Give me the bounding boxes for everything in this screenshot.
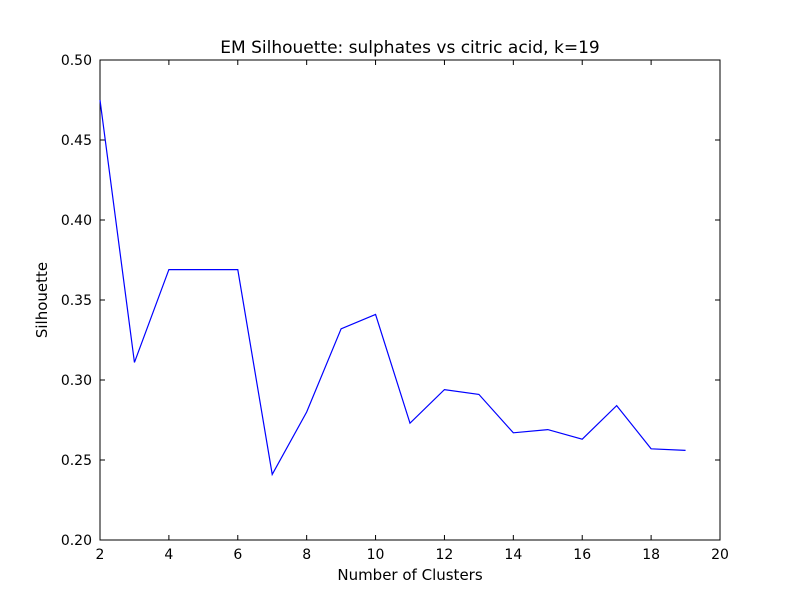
y-tick-label: 0.45 bbox=[61, 133, 92, 149]
y-tick-label: 0.30 bbox=[61, 373, 92, 389]
y-tick-label: 0.20 bbox=[61, 533, 92, 549]
y-axis: 0.20 0.25 0.30 0.35 0.40 0.45 0.50 bbox=[61, 53, 720, 549]
x-tick-label: 18 bbox=[642, 547, 660, 563]
x-tick-label: 16 bbox=[573, 547, 591, 563]
y-tick-label: 0.25 bbox=[61, 453, 92, 469]
x-tick-label: 12 bbox=[436, 547, 454, 563]
chart-title: EM Silhouette: sulphates vs citric acid,… bbox=[220, 38, 599, 58]
series-line bbox=[99, 99, 686, 477]
x-tick-label: 4 bbox=[164, 547, 173, 563]
x-axis-label: Number of Clusters bbox=[337, 566, 482, 584]
y-tick-label: 0.35 bbox=[61, 293, 92, 309]
plot-area: 2 4 6 8 10 12 14 16 18 20 0.20 0.25 0.30 0.35 0.40 0.4… bbox=[61, 53, 729, 563]
plot-frame bbox=[99, 59, 721, 541]
x-tick-label: 2 bbox=[96, 547, 105, 563]
y-axis-label: Silhouette bbox=[33, 262, 51, 338]
x-tick-label: 10 bbox=[367, 547, 385, 563]
y-tick-label: 0.40 bbox=[61, 213, 92, 229]
x-axis: 2 4 6 8 10 12 14 16 18 20 bbox=[96, 60, 729, 563]
x-tick-label: 14 bbox=[504, 547, 522, 563]
x-tick-label: 6 bbox=[233, 547, 242, 563]
y-tick-label: 0.50 bbox=[61, 53, 92, 69]
x-tick-label: 8 bbox=[302, 547, 311, 563]
x-tick-label: 20 bbox=[711, 547, 729, 563]
